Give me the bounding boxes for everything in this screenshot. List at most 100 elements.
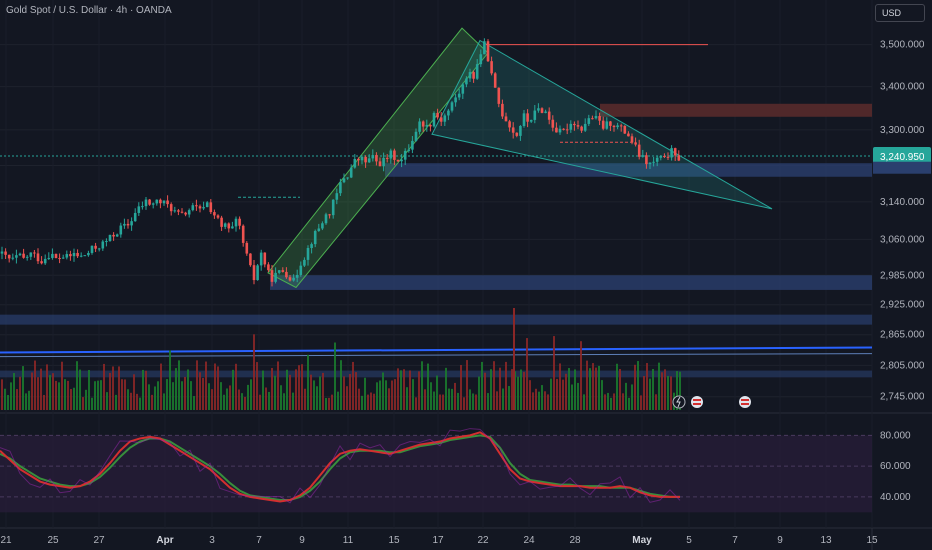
candle-body (101, 241, 105, 249)
symbol-title[interactable]: Gold Spot / U.S. Dollar · 4h · OANDA (6, 5, 172, 16)
candle-body (393, 150, 396, 160)
volume-bar (13, 373, 15, 410)
candle-body (159, 199, 162, 204)
candle-body (670, 148, 673, 158)
price-axis[interactable]: 3,500.0003,400.0003,300.0003,220.0003,14… (873, 40, 931, 403)
candle-body (105, 240, 108, 242)
volume-bar (166, 379, 168, 410)
volume-bar (61, 361, 63, 410)
volume-bar (529, 380, 531, 410)
candle-body (547, 111, 551, 120)
candle-body (504, 116, 508, 122)
volume-bar (679, 371, 681, 410)
volume-bar (643, 375, 645, 410)
candle-body (378, 161, 382, 167)
candle-body (511, 127, 515, 133)
candle-body (652, 161, 655, 163)
volume-bar (658, 362, 660, 410)
volume-bar (250, 379, 252, 410)
candle-body (238, 218, 241, 226)
candle-body (277, 270, 281, 273)
candle-body (357, 158, 360, 161)
volume-bar (148, 384, 150, 410)
volume-bar (208, 383, 210, 410)
volume-bar (355, 372, 357, 410)
candle-body (90, 245, 94, 253)
candle-body (87, 252, 90, 256)
candle-body (677, 155, 681, 161)
time-axis[interactable]: 21 25 27 Apr 3 7 9 11 15 17 22 24 28 May 5 7 9 13 15 (0, 535, 878, 546)
candle-body (389, 150, 393, 159)
volume-bar (310, 374, 312, 410)
volume-bar (412, 379, 414, 410)
volume-bar (475, 394, 477, 410)
candle-body (259, 252, 263, 266)
volume-bar (331, 394, 333, 410)
volume-bar (136, 393, 138, 410)
candle-body (594, 116, 598, 119)
time-tick-label: 21 (0, 535, 12, 546)
volume-bar (151, 394, 153, 410)
candle-body (173, 210, 177, 212)
pattern-drawings (0, 27, 872, 289)
candle-body (382, 157, 385, 167)
volume-bar (490, 369, 492, 410)
volume-bar (70, 389, 72, 410)
volume-bar (676, 371, 678, 410)
candle-body (40, 261, 43, 264)
flag-stripe (693, 399, 701, 401)
volume-bar (400, 370, 402, 410)
candle-body (108, 234, 112, 241)
candle-body (155, 199, 159, 204)
candle-body (418, 121, 421, 132)
price-tick-label: 3,140.000 (880, 197, 925, 208)
volume-bar (286, 369, 288, 410)
candle-body (209, 202, 213, 213)
candle-body (295, 274, 299, 278)
time-tick-label: 3 (209, 535, 215, 546)
volume-bar (235, 363, 237, 410)
time-tick-label: 25 (47, 535, 59, 546)
volume-bar (88, 369, 90, 410)
volume-bar (7, 395, 9, 410)
candle-body (47, 257, 51, 259)
candle-body (205, 202, 209, 208)
candle-body (306, 248, 310, 260)
candle-body (195, 205, 198, 207)
candle-body (310, 244, 313, 249)
volume-bar (238, 389, 240, 410)
volume-bar (655, 394, 657, 410)
volume-bar (448, 388, 450, 410)
volume-bar (214, 363, 216, 410)
lightning-glyph (676, 396, 681, 408)
volume-bar (496, 391, 498, 410)
volume-bar (37, 377, 39, 410)
volume-bar (325, 397, 327, 410)
volume-bar (634, 364, 636, 410)
candle-body (61, 257, 65, 259)
candle-body (43, 258, 47, 264)
candle-body (450, 102, 454, 111)
volume-bar (385, 380, 387, 410)
candle-body (486, 41, 490, 62)
volume-bar (196, 360, 198, 410)
currency-button[interactable]: USD (875, 4, 925, 22)
candle-body (443, 115, 447, 122)
time-tick-label: Apr (156, 535, 173, 546)
volume-bar (445, 367, 447, 410)
volume-bar (97, 380, 99, 410)
stoch-tick-label: 60.000 (880, 461, 911, 472)
candle-body (526, 113, 529, 122)
volume-bar (178, 360, 180, 410)
volume-bar (169, 350, 171, 410)
candle-body (292, 277, 295, 281)
candle-body (0, 251, 4, 254)
volume-bar (664, 369, 666, 410)
candle-body (119, 225, 123, 235)
volume-bar (418, 371, 420, 410)
candle-body (619, 125, 623, 127)
candle-body (454, 97, 457, 103)
candle-body (432, 113, 436, 127)
